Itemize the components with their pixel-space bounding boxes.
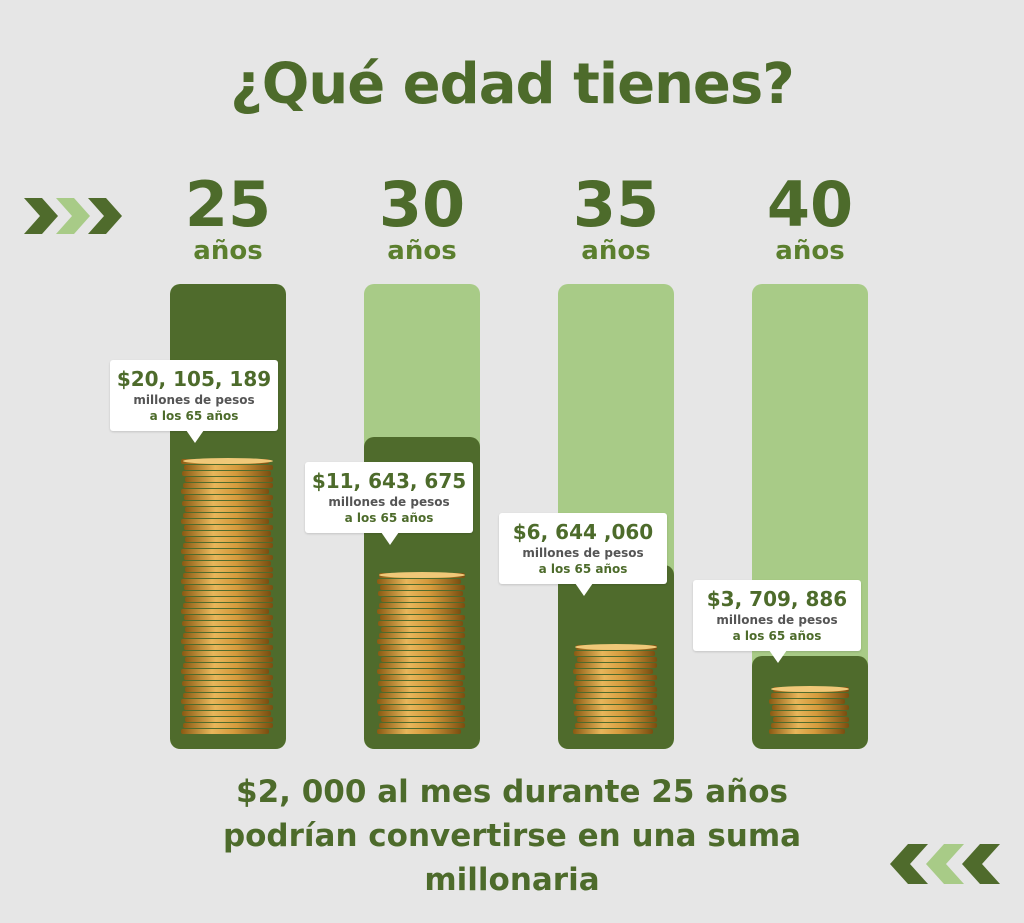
value-label: $6, 644 ,060 [512, 520, 654, 544]
value-sublabel: millones de pesos [522, 546, 644, 560]
age-number: 30 [378, 168, 466, 241]
coin-stack [769, 686, 849, 734]
footer-line-1: $2, 000 al mes durante 25 años [236, 774, 788, 810]
age-number: 35 [572, 168, 660, 241]
age-number: 25 [184, 168, 272, 241]
value-callout: $11, 643, 675 millones de pesos a los 65 a… [305, 462, 473, 545]
coin-stack [181, 458, 273, 734]
age-unit-label: años [387, 236, 457, 266]
value-label: $20, 105, 189 [116, 367, 272, 391]
bar-track [752, 284, 868, 749]
value-sublabel-2: a los 65 años [732, 629, 822, 643]
page-title: ¿Qué edad tienes? [230, 52, 794, 117]
bar-track [170, 284, 286, 749]
footer-line-2: podrían convertirse en una suma [222, 818, 802, 854]
age-number: 40 [766, 168, 854, 241]
value-callout: $20, 105, 189 millones de pesos a los 65 a… [110, 360, 278, 443]
chevrons-right-icon [24, 198, 122, 234]
chevrons-left-icon [890, 844, 1000, 884]
coin-stack [377, 572, 465, 734]
value-sublabel: millones de pesos [716, 613, 838, 627]
age-unit-label: años [193, 236, 263, 266]
age-unit-label: años [775, 236, 845, 266]
value-label: $11, 643, 675 [311, 469, 467, 493]
value-sublabel: millones de pesos [328, 495, 450, 509]
value-label: $3, 709, 886 [706, 587, 848, 611]
footer-line-3: millonaria [424, 862, 600, 898]
coin-stack [573, 644, 657, 734]
value-callout: $3, 709, 886 millones de pesos a los 65 añ… [693, 580, 861, 663]
value-sublabel: millones de pesos [133, 393, 255, 407]
age-unit-label: años [581, 236, 651, 266]
value-sublabel-2: a los 65 años [149, 409, 239, 423]
footer-message: $2, 000 al mes durante 25 años podrían c… [160, 770, 864, 902]
value-sublabel-2: a los 65 años [538, 562, 628, 576]
value-callout: $6, 644 ,060 millones de pesos a los 65 añ… [499, 513, 667, 596]
value-sublabel-2: a los 65 años [344, 511, 434, 525]
